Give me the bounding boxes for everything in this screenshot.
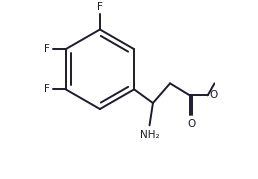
- Text: F: F: [44, 44, 50, 54]
- Text: NH₂: NH₂: [140, 130, 159, 140]
- Text: O: O: [187, 119, 195, 129]
- Text: O: O: [209, 90, 217, 100]
- Text: F: F: [97, 2, 103, 11]
- Text: F: F: [44, 84, 50, 94]
